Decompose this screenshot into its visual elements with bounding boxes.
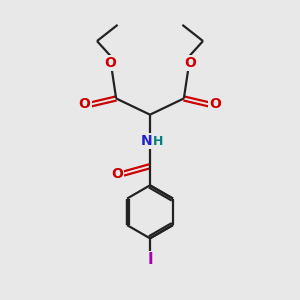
Text: H: H (153, 135, 164, 148)
Text: O: O (104, 56, 116, 70)
Text: N: N (141, 134, 152, 148)
Text: O: O (184, 56, 196, 70)
Text: O: O (111, 167, 123, 181)
Text: O: O (209, 98, 221, 111)
Text: O: O (79, 98, 91, 111)
Text: I: I (147, 252, 153, 267)
